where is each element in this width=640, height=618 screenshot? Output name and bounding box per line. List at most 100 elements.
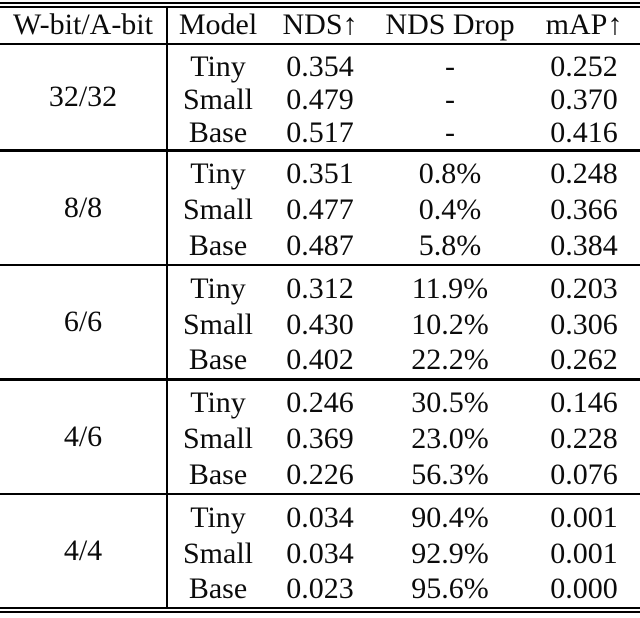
table-row: Base 0.487 5.8% 0.384 [168, 228, 640, 264]
top-rule [0, 2, 640, 8]
model-cell: Tiny [190, 386, 246, 420]
nds-cell: 0.479 [286, 82, 354, 116]
model-cell: Base [188, 457, 248, 491]
map-cell: 0.203 [550, 271, 618, 305]
table-row: Base 0.023 95.6% 0.000 [168, 571, 640, 607]
map-cell: 0.076 [550, 457, 618, 491]
model-cell: Small [182, 82, 253, 116]
bit-config-section: 4/4 Tiny 0.034 90.4% 0.001 Small 0.034 92.9% 0.0… [0, 495, 640, 607]
bit-config-label: 32/32 [0, 45, 168, 149]
nds-cell: 0.226 [286, 457, 354, 491]
section-divider-rule [0, 263, 640, 266]
map-cell: 0.252 [550, 49, 618, 83]
model-cell: Small [182, 422, 253, 455]
table-row: Small 0.369 23.0% 0.228 [168, 421, 640, 457]
model-cell: Base [188, 343, 248, 377]
table-body: 32/32 Tiny 0.354 - 0.252 Small 0.479 - 0.370 Base… [0, 45, 640, 607]
table-row: Base 0.517 - 0.416 [168, 116, 640, 149]
table-row: Base 0.402 22.2% 0.262 [168, 342, 640, 378]
nds-drop-cell: 23.0% [411, 422, 489, 455]
section-divider-rule [0, 492, 640, 495]
nds-cell: 0.034 [286, 536, 354, 570]
map-cell: 0.384 [550, 228, 618, 262]
table-row: Small 0.034 92.9% 0.001 [168, 536, 640, 572]
table-row: Small 0.477 0.4% 0.366 [168, 192, 640, 228]
nds-cell: 0.517 [286, 115, 354, 149]
section-rows: Tiny 0.312 11.9% 0.203 Small 0.430 10.2% 0.306 B… [168, 266, 640, 378]
map-cell: 0.306 [550, 307, 618, 341]
model-cell: Tiny [190, 157, 246, 191]
bit-config-label: 8/8 [0, 151, 168, 264]
map-cell: 0.248 [550, 157, 618, 191]
header-rule [0, 42, 640, 45]
table-row: Tiny 0.312 11.9% 0.203 [168, 271, 640, 307]
nds-cell: 0.312 [286, 271, 354, 305]
model-cell: Tiny [190, 500, 246, 534]
map-cell: 0.370 [550, 82, 618, 116]
nds-drop-cell: 11.9% [411, 271, 489, 305]
table-row: Tiny 0.354 - 0.252 [168, 50, 640, 83]
model-cell: Small [182, 536, 253, 570]
nds-cell: 0.477 [286, 193, 354, 226]
section-divider-rule [0, 378, 640, 381]
model-cell: Small [182, 307, 253, 341]
table-row: Base 0.226 56.3% 0.076 [168, 457, 640, 493]
nds-cell: 0.430 [286, 307, 354, 341]
nds-cell: 0.246 [286, 386, 354, 420]
map-cell: 0.146 [550, 386, 618, 420]
table-row: Tiny 0.351 0.8% 0.248 [168, 157, 640, 193]
bottom-rule [0, 607, 640, 613]
model-cell: Tiny [190, 271, 246, 305]
table-row: Small 0.430 10.2% 0.306 [168, 307, 640, 343]
section-rows: Tiny 0.246 30.5% 0.146 Small 0.369 23.0% 0.228 B… [168, 381, 640, 493]
map-cell: 0.228 [550, 422, 618, 455]
column-header-map: mAP↑ [545, 8, 623, 41]
map-cell: 0.000 [550, 572, 618, 606]
nds-drop-cell: 10.2% [411, 307, 489, 341]
nds-drop-cell: 0.8% [418, 157, 482, 191]
column-header-wbit-abit: W-bit/A-bit [0, 7, 168, 43]
nds-drop-cell: - [445, 49, 455, 83]
nds-cell: 0.369 [286, 422, 354, 455]
table-row: Tiny 0.246 30.5% 0.146 [168, 386, 640, 422]
bit-config-label: 4/6 [0, 380, 168, 493]
bit-config-section: 4/6 Tiny 0.246 30.5% 0.146 Small 0.369 23.0% 0.2… [0, 380, 640, 493]
nds-cell: 0.023 [286, 572, 354, 606]
nds-drop-cell: 0.4% [418, 193, 482, 226]
model-cell: Base [188, 228, 248, 262]
nds-drop-cell: 30.5% [411, 386, 489, 420]
column-header-nds-drop: NDS Drop [385, 8, 515, 41]
section-rows: Tiny 0.351 0.8% 0.248 Small 0.477 0.4% 0.366 Bas… [168, 152, 640, 264]
bit-config-section: 6/6 Tiny 0.312 11.9% 0.203 Small 0.430 10.2% 0.3… [0, 266, 640, 378]
column-header-nds: NDS↑ [282, 8, 358, 41]
nds-drop-cell: - [445, 115, 455, 149]
table-row: Tiny 0.034 90.4% 0.001 [168, 500, 640, 536]
nds-drop-cell: 92.9% [411, 536, 489, 570]
model-cell: Tiny [190, 49, 246, 83]
nds-drop-cell: 56.3% [411, 457, 489, 491]
map-cell: 0.001 [550, 536, 618, 570]
nds-drop-cell: 22.2% [411, 343, 489, 377]
nds-cell: 0.351 [286, 157, 354, 191]
nds-drop-cell: 5.8% [418, 228, 482, 262]
bit-config-label: 4/4 [0, 495, 168, 607]
model-cell: Small [182, 193, 253, 226]
nds-drop-cell: - [445, 82, 455, 116]
header-columns: Model NDS↑ NDS Drop mAP↑ [168, 8, 640, 43]
nds-cell: 0.402 [286, 343, 354, 377]
bit-config-label: 6/6 [0, 266, 168, 378]
bit-config-section: 32/32 Tiny 0.354-0.252 Small 0.479-0.370 Base… [0, 45, 640, 149]
map-cell: 0.416 [550, 115, 618, 149]
section-rows: Tiny 0.034 90.4% 0.001 Small 0.034 92.9% 0.001 B… [168, 495, 640, 607]
section-rows: Tiny 0.354 - 0.252 Small 0.479 - 0.370 Base 0.517… [168, 45, 640, 149]
nds-cell: 0.354 [286, 49, 354, 83]
map-cell: 0.366 [550, 193, 618, 226]
nds-cell: 0.487 [286, 228, 354, 262]
nds-drop-cell: 95.6% [411, 572, 489, 606]
map-cell: 0.001 [550, 500, 618, 534]
column-header-model: Model [178, 8, 258, 41]
table-header: W-bit/A-bit Model NDS↑ NDS Drop mAP↑ [0, 7, 640, 43]
map-cell: 0.262 [550, 343, 618, 377]
section-divider-rule [0, 149, 640, 152]
